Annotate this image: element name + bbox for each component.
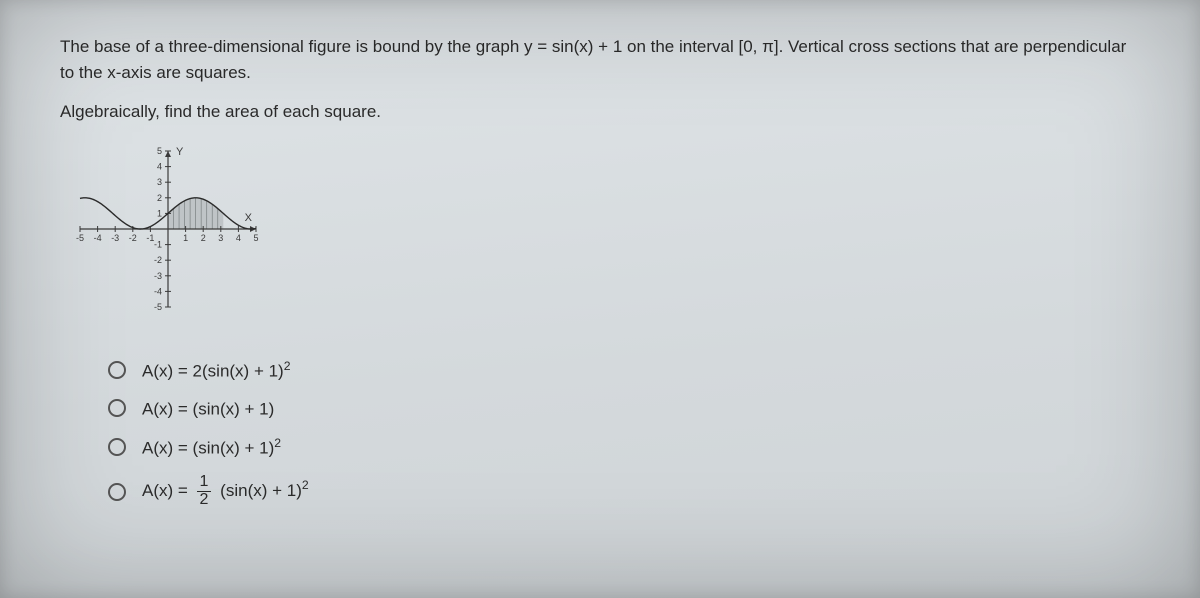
svg-text:3: 3 [218, 233, 223, 243]
option-c[interactable]: A(x) = (sin(x) + 1)2 [108, 436, 1150, 459]
option-prefix: A(x) = [142, 438, 193, 457]
option-d-expression: A(x) = 12 (sin(x) + 1)2 [142, 474, 309, 509]
answer-options: A(x) = 2(sin(x) + 1)2 A(x) = (sin(x) + 1… [108, 359, 1150, 510]
question-card: The base of a three-dimensional figure i… [0, 0, 1200, 598]
svg-text:4: 4 [157, 161, 162, 171]
svg-text:-3: -3 [154, 270, 162, 280]
option-c-expression: A(x) = (sin(x) + 1)2 [142, 436, 281, 459]
option-sup: 2 [302, 479, 309, 493]
option-body: (sin(x) + 1) [193, 400, 275, 419]
option-sup: 2 [274, 436, 281, 450]
option-prefix: A(x) = [142, 400, 193, 419]
svg-text:1: 1 [183, 233, 188, 243]
svg-text:-1: -1 [154, 239, 162, 249]
fraction-num: 1 [197, 474, 212, 492]
svg-text:-5: -5 [154, 302, 162, 312]
fraction: 12 [197, 474, 212, 509]
option-body: 2(sin(x) + 1) [193, 361, 284, 380]
problem-line-1: The base of a three-dimensional figure i… [60, 34, 1140, 85]
radio-icon[interactable] [108, 483, 126, 501]
svg-text:5: 5 [157, 146, 162, 156]
svg-text:5: 5 [253, 233, 258, 243]
fraction-den: 2 [197, 492, 212, 509]
option-d[interactable]: A(x) = 12 (sin(x) + 1)2 [108, 474, 1150, 509]
option-prefix: A(x) = [142, 481, 193, 500]
option-sup: 2 [284, 359, 291, 373]
graph-figure: -5-4-3-2-112345-5-4-3-2-112345XY [68, 139, 268, 319]
option-body: (sin(x) + 1) [193, 438, 275, 457]
graph-container: -5-4-3-2-112345-5-4-3-2-112345XY [68, 139, 1150, 319]
svg-text:2: 2 [157, 192, 162, 202]
svg-text:-4: -4 [154, 286, 162, 296]
svg-text:-3: -3 [111, 233, 119, 243]
option-a-expression: A(x) = 2(sin(x) + 1)2 [142, 359, 291, 382]
svg-text:X: X [245, 212, 253, 224]
radio-icon[interactable] [108, 399, 126, 417]
option-b[interactable]: A(x) = (sin(x) + 1) [108, 397, 1150, 420]
svg-text:-2: -2 [129, 233, 137, 243]
radio-icon[interactable] [108, 361, 126, 379]
problem-line-2: Algebraically, find the area of each squ… [60, 99, 1140, 125]
option-prefix: A(x) = [142, 361, 193, 380]
svg-text:4: 4 [236, 233, 241, 243]
svg-text:-4: -4 [94, 233, 102, 243]
option-body: (sin(x) + 1) [215, 481, 301, 500]
radio-icon[interactable] [108, 438, 126, 456]
option-b-expression: A(x) = (sin(x) + 1) [142, 397, 274, 420]
svg-text:Y: Y [176, 146, 184, 158]
option-a[interactable]: A(x) = 2(sin(x) + 1)2 [108, 359, 1150, 382]
svg-text:-2: -2 [154, 255, 162, 265]
svg-text:3: 3 [157, 177, 162, 187]
svg-text:2: 2 [201, 233, 206, 243]
svg-text:-5: -5 [76, 233, 84, 243]
svg-text:1: 1 [157, 208, 162, 218]
problem-statement: The base of a three-dimensional figure i… [60, 34, 1140, 125]
